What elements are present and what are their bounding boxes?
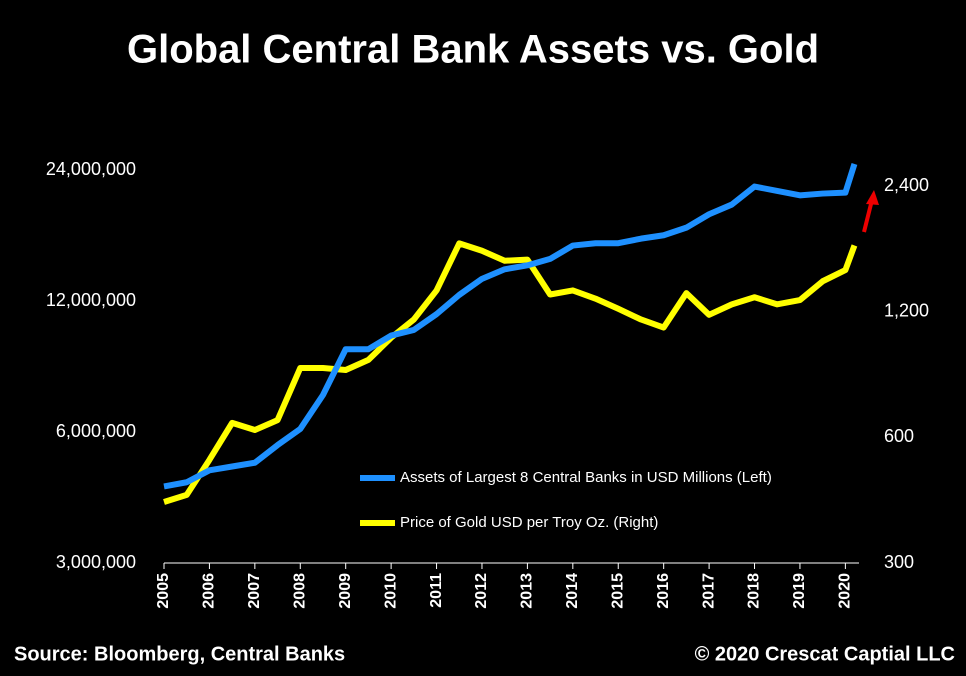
x-tick-label: 2013	[519, 573, 536, 609]
x-tick-label: 2005	[155, 573, 172, 609]
legend-label: Assets of Largest 8 Central Banks in USD…	[400, 469, 772, 486]
y-tick-label: 12,000,000	[46, 290, 136, 310]
y2-tick-label: 300	[884, 552, 914, 572]
y2-tick-label: 1,200	[884, 301, 929, 321]
x-tick-label: 2015	[609, 573, 626, 609]
legend-label: Price of Gold USD per Troy Oz. (Right)	[400, 514, 658, 531]
x-tick-label: 2019	[791, 573, 808, 609]
y-tick-label: 24,000,000	[46, 159, 136, 179]
series-line	[163, 240, 858, 505]
y-tick-label: 3,000,000	[56, 552, 136, 572]
y2-tick-label: 600	[884, 426, 914, 446]
x-tick-label: 2008	[291, 573, 308, 609]
series-line	[163, 163, 858, 490]
x-tick-label: 2010	[382, 573, 399, 609]
x-tick-label: 2007	[246, 573, 263, 609]
arrow	[862, 199, 874, 233]
x-tick-label: 2020	[837, 573, 854, 609]
x-tick-label: 2017	[700, 573, 717, 609]
x-tick-label: 2016	[655, 573, 672, 609]
source: Source: Bloomberg, Central Banks	[14, 643, 345, 665]
chart-title: Global Central Bank Assets vs. Gold	[127, 28, 819, 72]
x-tick-label: 2018	[746, 573, 763, 609]
x-tick-label: 2012	[473, 573, 490, 609]
arrow-head	[866, 190, 879, 205]
y2-tick-label: 2,400	[884, 175, 929, 195]
x-tick-label: 2011	[428, 573, 445, 608]
x-tick-label: 2014	[564, 573, 581, 609]
credit: © 2020 Crescat Captial LLC	[695, 643, 955, 665]
x-tick-label: 2006	[201, 573, 218, 609]
y-tick-label: 6,000,000	[56, 421, 136, 441]
x-tick-label: 2009	[337, 573, 354, 609]
